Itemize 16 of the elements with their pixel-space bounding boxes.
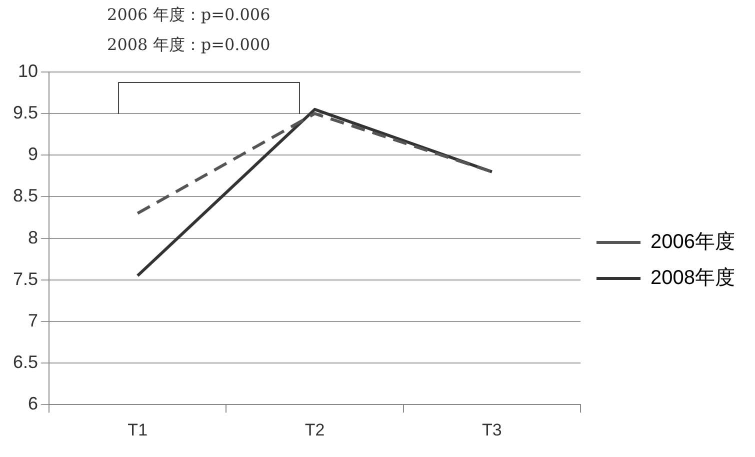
y-tick-label: 9 bbox=[28, 144, 38, 164]
y-tick-label: 6 bbox=[28, 394, 38, 414]
text: 2006 年度：p=0.006 bbox=[107, 5, 270, 24]
y-tick-label: 6.5 bbox=[12, 352, 38, 372]
y-tick-label: 7.5 bbox=[12, 268, 38, 289]
y-tick-label: 10 bbox=[18, 60, 38, 81]
legend-label: 2008年度 bbox=[650, 267, 736, 290]
x-tick-label: T1 bbox=[128, 420, 148, 440]
y-tick-label: 7 bbox=[28, 310, 38, 330]
y-tick-label: 8.5 bbox=[12, 186, 38, 206]
legend-label: 2006年度 bbox=[650, 231, 736, 254]
text: 2008 年度：p=0.000 bbox=[107, 35, 270, 54]
x-tick-label: T2 bbox=[304, 420, 325, 440]
y-tick-label: 9.5 bbox=[12, 102, 38, 123]
x-tick-label: T3 bbox=[482, 420, 502, 440]
y-tick-label: 8 bbox=[28, 227, 38, 248]
